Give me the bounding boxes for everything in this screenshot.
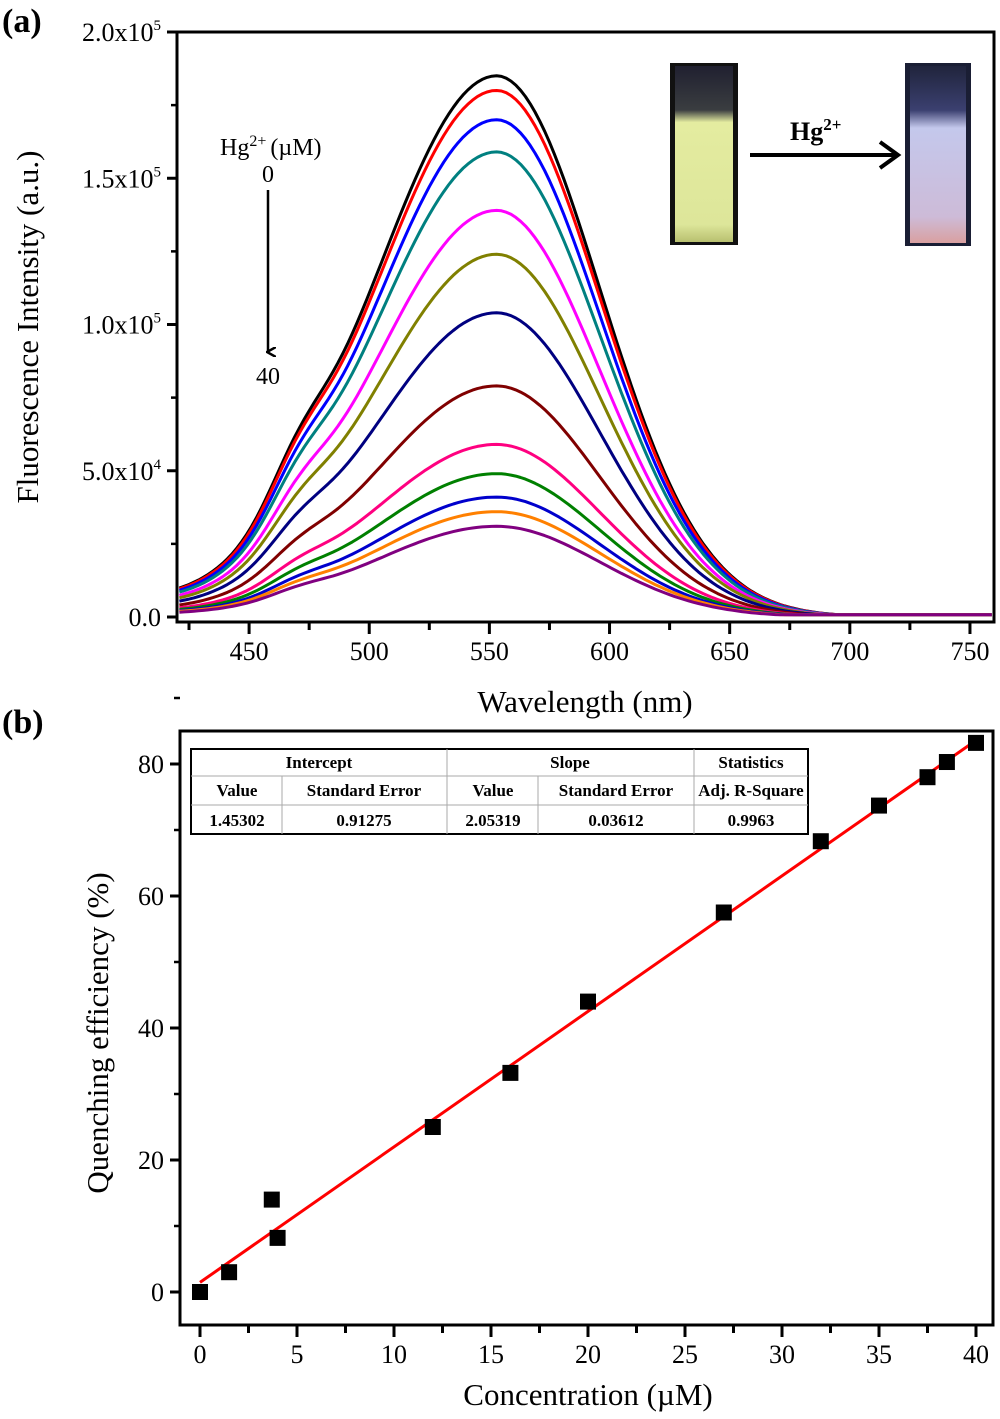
table-group-intercept: Intercept (286, 753, 353, 772)
data-point (192, 1284, 208, 1300)
x-tick-label-a: 650 (710, 637, 749, 666)
cuvette-after-photo (910, 66, 966, 243)
x-tick-label-a: 600 (590, 637, 629, 666)
x-tick-label-b: 25 (672, 1340, 698, 1369)
x-tick-label-b: 15 (478, 1340, 504, 1369)
data-point (263, 1191, 280, 1208)
fit-line (199, 739, 977, 1284)
legend-title: Hg2+ (µM) (220, 133, 322, 161)
y-tick-label-a: 2.0x105 (82, 18, 161, 47)
x-tick-label-a: 550 (470, 637, 509, 666)
x-tick-label-b: 0 (194, 1340, 207, 1369)
table-cell: 0.9963 (728, 811, 775, 830)
cuvette-before-photo (675, 66, 733, 242)
fit-line-group (199, 739, 977, 1284)
x-tick-label-b: 10 (381, 1340, 407, 1369)
arrow-end-label: 40 (256, 364, 280, 390)
x-tick-label-b: 40 (963, 1340, 989, 1369)
x-tick-label-a: 750 (950, 637, 989, 666)
y-tick-label-b: 80 (138, 750, 164, 779)
x-axis-a: 450 500 550 600 650 700 750 (187, 622, 989, 666)
table-header: Standard Error (307, 781, 422, 800)
data-point (221, 1264, 238, 1281)
inset-photos: Hg2+ (670, 63, 971, 246)
data-point (938, 754, 955, 771)
table-header: Value (473, 781, 514, 800)
arrow-start-label: 0 (262, 162, 274, 188)
data-point (812, 833, 829, 850)
y-tick-label-a: 5.0x104 (82, 457, 162, 486)
data-point (968, 734, 984, 751)
spectrum-line (179, 442, 992, 617)
y-tick-label-b: 0 (151, 1278, 164, 1307)
y-tick-label-b: 40 (138, 1014, 164, 1043)
x-axis-title-a: Wavelength (nm) (477, 684, 692, 719)
x-tick-label-a: 450 (230, 637, 269, 666)
y-axis-title-b: Quenching efficiency (%) (80, 872, 115, 1193)
y-tick-label-a: 1.5x105 (82, 164, 161, 193)
inset-reagent-label: Hg2+ (790, 115, 841, 146)
x-tick-label-a: 500 (350, 637, 389, 666)
inset-arrow-icon (878, 140, 902, 170)
y-tick-label-a: 1.0x105 (82, 311, 161, 340)
panel-a: (a) 0.0 5.0x104 1.0x105 1.5x105 2.0x105 450 5… (2, 3, 996, 719)
x-axis-title-b: Concentration (µM) (463, 1377, 712, 1412)
data-points (192, 734, 984, 1300)
table-group-statistics: Statistics (718, 753, 784, 772)
spectrum-line (179, 510, 992, 617)
spectra-curves (178, 74, 992, 617)
data-point (919, 769, 936, 786)
table-cell: 0.91275 (336, 811, 391, 830)
table-header: Adj. R-Square (698, 781, 804, 800)
data-point (269, 1229, 286, 1246)
x-tick-label-a: 700 (830, 637, 869, 666)
x-tick-label-b: 35 (866, 1340, 892, 1369)
table-cell: 1.45302 (209, 811, 264, 830)
table-cell: 2.05319 (465, 811, 520, 830)
y-tick-label-b: 20 (138, 1146, 164, 1175)
panel-b: (b) 0 20 40 60 80 0 5 10 15 20 25 30 35 40 Concentra… (2, 696, 995, 1412)
fit-statistics-table: Intercept Slope Statistics Value Standar… (190, 748, 809, 835)
table-header: Standard Error (559, 781, 674, 800)
y-tick-label-b: 60 (138, 882, 164, 911)
y-axis-title-a: Fluorescence Intensity (a.u.) (10, 151, 45, 504)
x-tick-label-b: 30 (769, 1340, 795, 1369)
data-point (424, 1119, 441, 1135)
table-frame (190, 748, 809, 835)
x-tick-label-b: 20 (575, 1340, 601, 1369)
y-axis-b: 0 20 40 60 80 (138, 696, 180, 1307)
y-axis-a: 0.0 5.0x104 1.0x105 1.5x105 2.0x105 (82, 18, 177, 632)
table-group-slope: Slope (550, 753, 590, 772)
x-axis-b: 0 5 10 15 20 25 30 35 40 (194, 1325, 989, 1369)
table-header: Value (217, 781, 258, 800)
spectrum-line (179, 311, 992, 617)
plot-frame-a (175, 30, 996, 624)
x-tick-label-b: 5 (291, 1340, 304, 1369)
data-point (871, 797, 887, 814)
data-point (580, 993, 596, 1010)
spectrum-line (179, 252, 992, 617)
panel-a-label: (a) (2, 3, 42, 40)
y-tick-label-a: 0.0 (129, 603, 162, 632)
panel-b-label: (b) (2, 704, 44, 741)
table-cell: 0.03612 (588, 811, 643, 830)
data-point (715, 904, 732, 921)
data-point (502, 1064, 519, 1081)
spectrum-line (179, 524, 992, 617)
